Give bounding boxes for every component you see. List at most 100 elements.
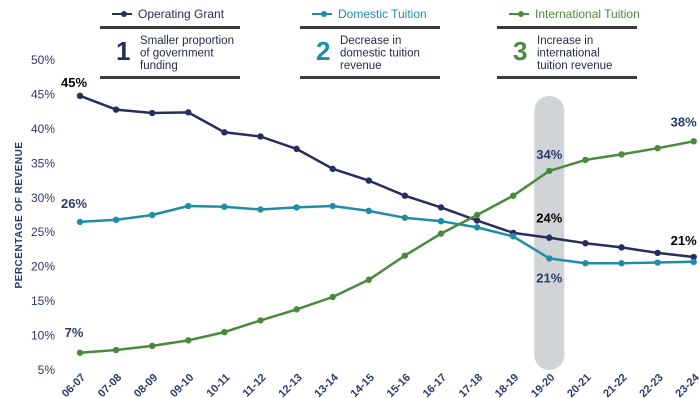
data-point: [690, 258, 697, 266]
series-line: [79, 204, 694, 265]
data-point: [473, 211, 481, 219]
data-point: [76, 218, 84, 226]
data-point: [257, 133, 264, 140]
highlight-band: [534, 96, 565, 370]
callout-top-rule: [497, 26, 637, 29]
axis-layer: PERCENTAGE OF REVENUE 5% 10% 15% 20% 25% 30% 3…: [14, 53, 699, 398]
data-label: 34%: [536, 147, 562, 162]
data-point: [546, 234, 553, 241]
data-point: [149, 109, 156, 117]
x-tick-label: 12-13: [276, 372, 304, 398]
legend-swatch-dot: [518, 11, 524, 17]
data-label: 24%: [536, 211, 562, 226]
data-point: [293, 204, 300, 211]
data-point: [654, 144, 661, 152]
data-point: [510, 233, 517, 240]
y-tick-label: 5%: [38, 363, 56, 377]
x-tick-label: 06-07: [60, 372, 88, 398]
y-tick-label: 40%: [31, 122, 55, 136]
data-point: [76, 92, 84, 100]
series-layer: [76, 92, 697, 356]
data-point: [401, 192, 409, 199]
data-point: [690, 138, 697, 145]
data-point: [329, 202, 336, 210]
y-tick-label: 25%: [31, 225, 55, 239]
data-point: [510, 192, 517, 199]
data-point: [546, 255, 553, 262]
data-point: [618, 244, 625, 251]
y-tick-label: 15%: [31, 294, 55, 308]
callout-text: Decrease in: [340, 35, 401, 47]
data-point: [582, 156, 589, 164]
y-tick-label: 50%: [31, 53, 55, 67]
data-point: [582, 260, 589, 267]
data-point: [76, 349, 84, 356]
callout-bottom-rule: [100, 76, 240, 79]
data-point: [618, 151, 625, 158]
legend-label: International Tuition: [535, 7, 640, 21]
data-label: 26%: [61, 196, 87, 211]
data-point: [473, 217, 481, 224]
x-tick-label: 15-16: [385, 372, 413, 398]
data-point: [365, 276, 372, 283]
legend-swatch-dot: [121, 11, 127, 17]
data-point: [293, 145, 300, 153]
series-line: [79, 140, 694, 355]
data-point: [365, 207, 372, 215]
data-label: 21%: [671, 233, 697, 248]
callout-text: of government: [140, 48, 214, 60]
data-point: [437, 204, 445, 211]
data-point: [257, 317, 264, 324]
series-line: [79, 94, 694, 259]
callout-text: revenue: [340, 60, 382, 72]
callout-text: Smaller proportion: [140, 35, 234, 47]
data-point: [437, 230, 445, 237]
callout-number: 2: [316, 36, 330, 66]
data-point: [473, 224, 481, 231]
data-point: [437, 218, 445, 225]
data-point: [401, 252, 409, 259]
x-tick-label: 23-24: [673, 371, 699, 398]
data-point: [293, 306, 300, 313]
data-point: [546, 167, 553, 175]
callout-bottom-rule: [300, 76, 440, 79]
data-point: [112, 106, 120, 113]
data-point: [112, 346, 120, 354]
data-point: [221, 129, 228, 136]
data-point: [221, 328, 228, 336]
y-tick-label: 10%: [31, 329, 55, 343]
legend-label: Operating Grant: [138, 7, 225, 21]
x-tick-label: 11-12: [241, 372, 269, 398]
data-point: [582, 240, 589, 247]
y-tick-label: 20%: [31, 260, 55, 274]
y-axis-label: PERCENTAGE OF REVENUE: [14, 142, 25, 289]
x-tick-label: 19-20: [529, 372, 557, 398]
callout-text: domestic tuition: [340, 48, 420, 60]
highlight-layer: [534, 96, 565, 370]
data-point: [257, 206, 264, 213]
x-tick-label: 14-15: [349, 372, 377, 398]
x-tick-label: 10-11: [205, 372, 233, 398]
data-point: [185, 202, 192, 210]
legend-swatch-dot: [321, 11, 327, 17]
callout-top-rule: [300, 26, 440, 29]
x-tick-label: 17-18: [457, 372, 485, 398]
data-point: [185, 337, 192, 344]
data-point: [149, 342, 156, 350]
x-tick-label: 08-09: [132, 372, 160, 398]
data-point: [618, 260, 625, 267]
x-tick-label: 18-19: [493, 372, 521, 398]
data-point: [221, 203, 228, 210]
data-label: 45%: [61, 75, 87, 90]
data-point: [329, 293, 336, 301]
data-label: 38%: [671, 114, 697, 129]
data-point: [112, 216, 120, 224]
callout-text: Increase in: [537, 35, 593, 47]
data-point: [365, 177, 372, 184]
x-tick-label: 21-22: [601, 372, 629, 398]
x-tick-label: 22-23: [637, 372, 665, 398]
data-label: 21%: [536, 270, 562, 285]
legend-label: Domestic Tuition: [338, 7, 427, 21]
